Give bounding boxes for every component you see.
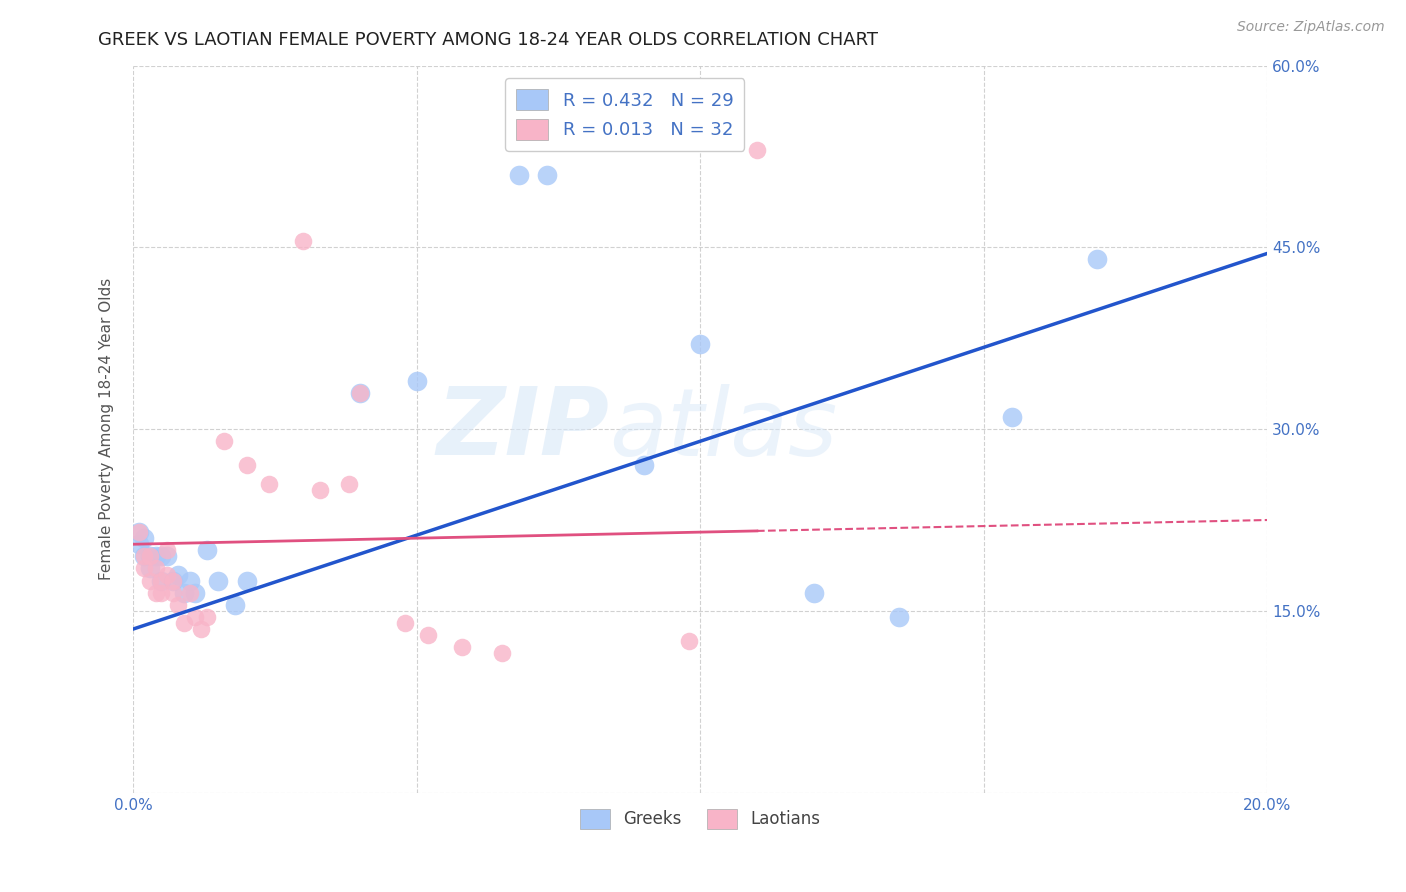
Point [349,385,371,400]
Point [451,640,474,655]
Point [150,574,173,588]
Point [337,476,360,491]
Text: Source: ZipAtlas.com: Source: ZipAtlas.com [1237,20,1385,34]
Point [887,610,910,624]
Point [257,476,280,491]
Point [134,549,156,564]
Legend: Greeks, Laotians: Greeks, Laotians [574,803,827,835]
Point [173,585,195,599]
Point [167,567,190,582]
Point [139,574,162,588]
Point [195,543,218,558]
Text: atlas: atlas [609,384,838,475]
Point [184,585,207,599]
Point [145,549,167,564]
Point [235,458,257,473]
Point [139,561,162,575]
Point [1001,409,1024,424]
Point [150,585,173,599]
Point [1085,252,1108,267]
Point [508,168,530,182]
Point [416,628,439,642]
Point [689,337,711,351]
Point [162,574,184,588]
Point [162,585,184,599]
Point [128,525,150,540]
Point [139,549,162,564]
Point [156,567,179,582]
Point [309,483,332,497]
Point [745,144,768,158]
Point [162,574,184,588]
Point [156,549,179,564]
Point [224,598,246,612]
Point [150,574,173,588]
Point [179,574,201,588]
Point [134,549,156,564]
Point [491,646,513,660]
Point [633,458,655,473]
Point [139,549,162,564]
Point [803,585,825,599]
Point [184,610,207,624]
Point [292,235,315,249]
Point [212,434,235,449]
Point [195,610,218,624]
Point [156,543,179,558]
Point [179,585,201,599]
Point [173,615,195,630]
Point [235,574,257,588]
Text: ZIP: ZIP [437,384,609,475]
Point [167,598,190,612]
Point [536,168,558,182]
Point [394,615,416,630]
Point [678,634,700,648]
Point [145,561,167,575]
Point [349,385,371,400]
Point [190,622,212,636]
Point [150,549,173,564]
Point [134,531,156,545]
Point [405,374,427,388]
Point [145,585,167,599]
Point [134,561,156,575]
Text: GREEK VS LAOTIAN FEMALE POVERTY AMONG 18-24 YEAR OLDS CORRELATION CHART: GREEK VS LAOTIAN FEMALE POVERTY AMONG 18… [98,31,879,49]
Point [207,574,229,588]
Point [128,525,150,540]
Y-axis label: Female Poverty Among 18-24 Year Olds: Female Poverty Among 18-24 Year Olds [100,278,114,581]
Point [128,537,150,551]
